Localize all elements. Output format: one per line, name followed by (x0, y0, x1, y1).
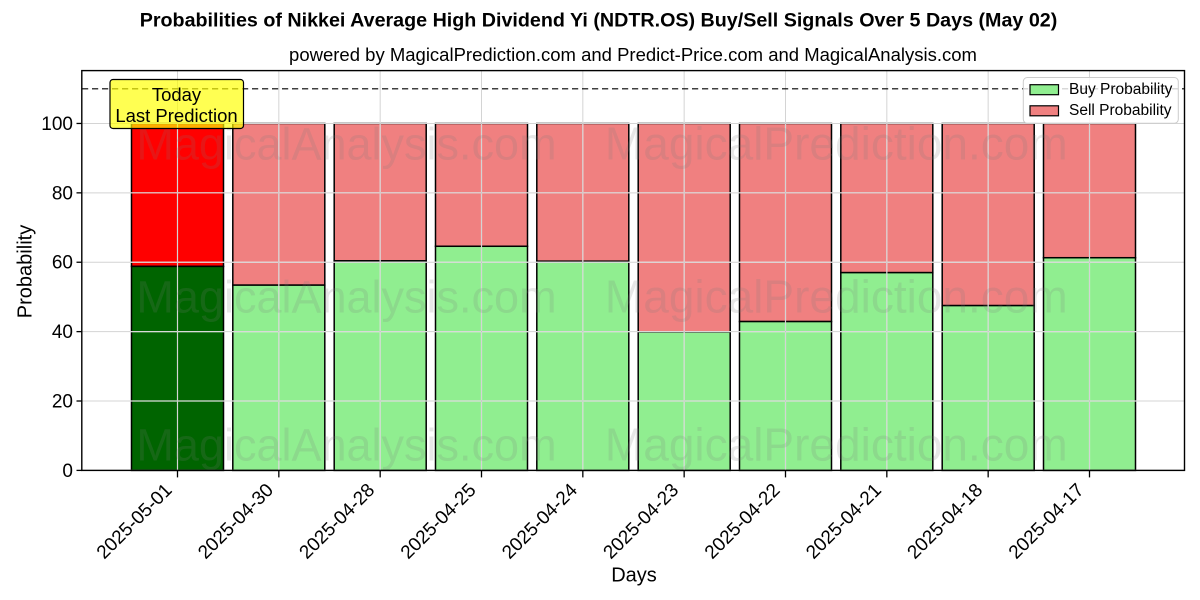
svg-text:powered by MagicalPrediction.c: powered by MagicalPrediction.com and Pre… (289, 44, 977, 65)
svg-text:40: 40 (52, 322, 73, 343)
svg-text:Days: Days (611, 565, 657, 587)
svg-text:100: 100 (41, 114, 73, 135)
svg-text:MagicalPrediction.com: MagicalPrediction.com (605, 118, 1068, 170)
svg-text:Probability: Probability (15, 225, 37, 318)
svg-text:Buy Probability: Buy Probability (1069, 81, 1173, 98)
svg-text:60: 60 (52, 253, 73, 274)
svg-text:MagicalAnalysis.com: MagicalAnalysis.com (136, 420, 556, 471)
svg-text:20: 20 (52, 392, 73, 413)
svg-text:80: 80 (52, 183, 73, 204)
svg-text:0: 0 (62, 461, 73, 482)
svg-text:MagicalPrediction.com: MagicalPrediction.com (605, 271, 1068, 323)
svg-text:Probabilities of Nikkei Averag: Probabilities of Nikkei Average High Div… (140, 10, 1058, 32)
svg-text:Last Prediction: Last Prediction (115, 105, 237, 126)
svg-text:MagicalPrediction.com: MagicalPrediction.com (605, 419, 1068, 471)
svg-text:Sell Probability: Sell Probability (1069, 102, 1172, 119)
svg-text:MagicalAnalysis.com: MagicalAnalysis.com (136, 272, 556, 323)
svg-text:Today: Today (152, 84, 202, 105)
